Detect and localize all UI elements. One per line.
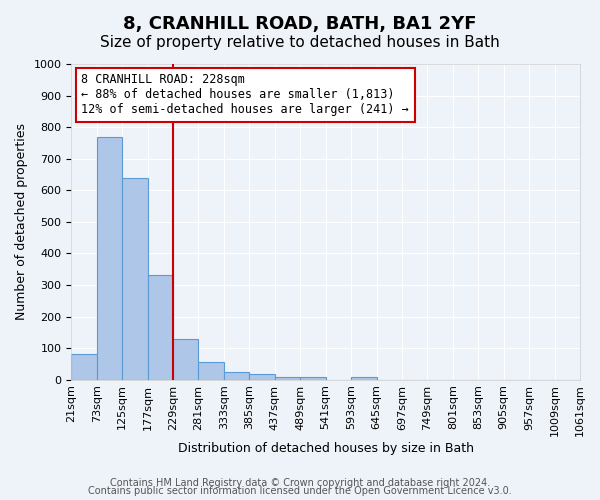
Y-axis label: Number of detached properties: Number of detached properties — [15, 124, 28, 320]
Bar — [351, 376, 377, 380]
Text: Contains public sector information licensed under the Open Government Licence v3: Contains public sector information licen… — [88, 486, 512, 496]
Bar — [199, 362, 224, 380]
Text: 8 CRANHILL ROAD: 228sqm
← 88% of detached houses are smaller (1,813)
12% of semi: 8 CRANHILL ROAD: 228sqm ← 88% of detache… — [82, 74, 409, 116]
Bar — [148, 274, 173, 380]
Bar — [97, 136, 122, 380]
Bar — [275, 376, 300, 380]
Text: Size of property relative to detached houses in Bath: Size of property relative to detached ho… — [100, 35, 500, 50]
Bar — [122, 178, 148, 380]
Text: Contains HM Land Registry data © Crown copyright and database right 2024.: Contains HM Land Registry data © Crown c… — [110, 478, 490, 488]
Bar — [173, 338, 199, 380]
Bar — [224, 372, 250, 380]
Bar — [300, 378, 326, 380]
Text: 8, CRANHILL ROAD, BATH, BA1 2YF: 8, CRANHILL ROAD, BATH, BA1 2YF — [123, 15, 477, 33]
Bar — [250, 374, 275, 380]
Bar — [71, 354, 97, 380]
X-axis label: Distribution of detached houses by size in Bath: Distribution of detached houses by size … — [178, 442, 473, 455]
